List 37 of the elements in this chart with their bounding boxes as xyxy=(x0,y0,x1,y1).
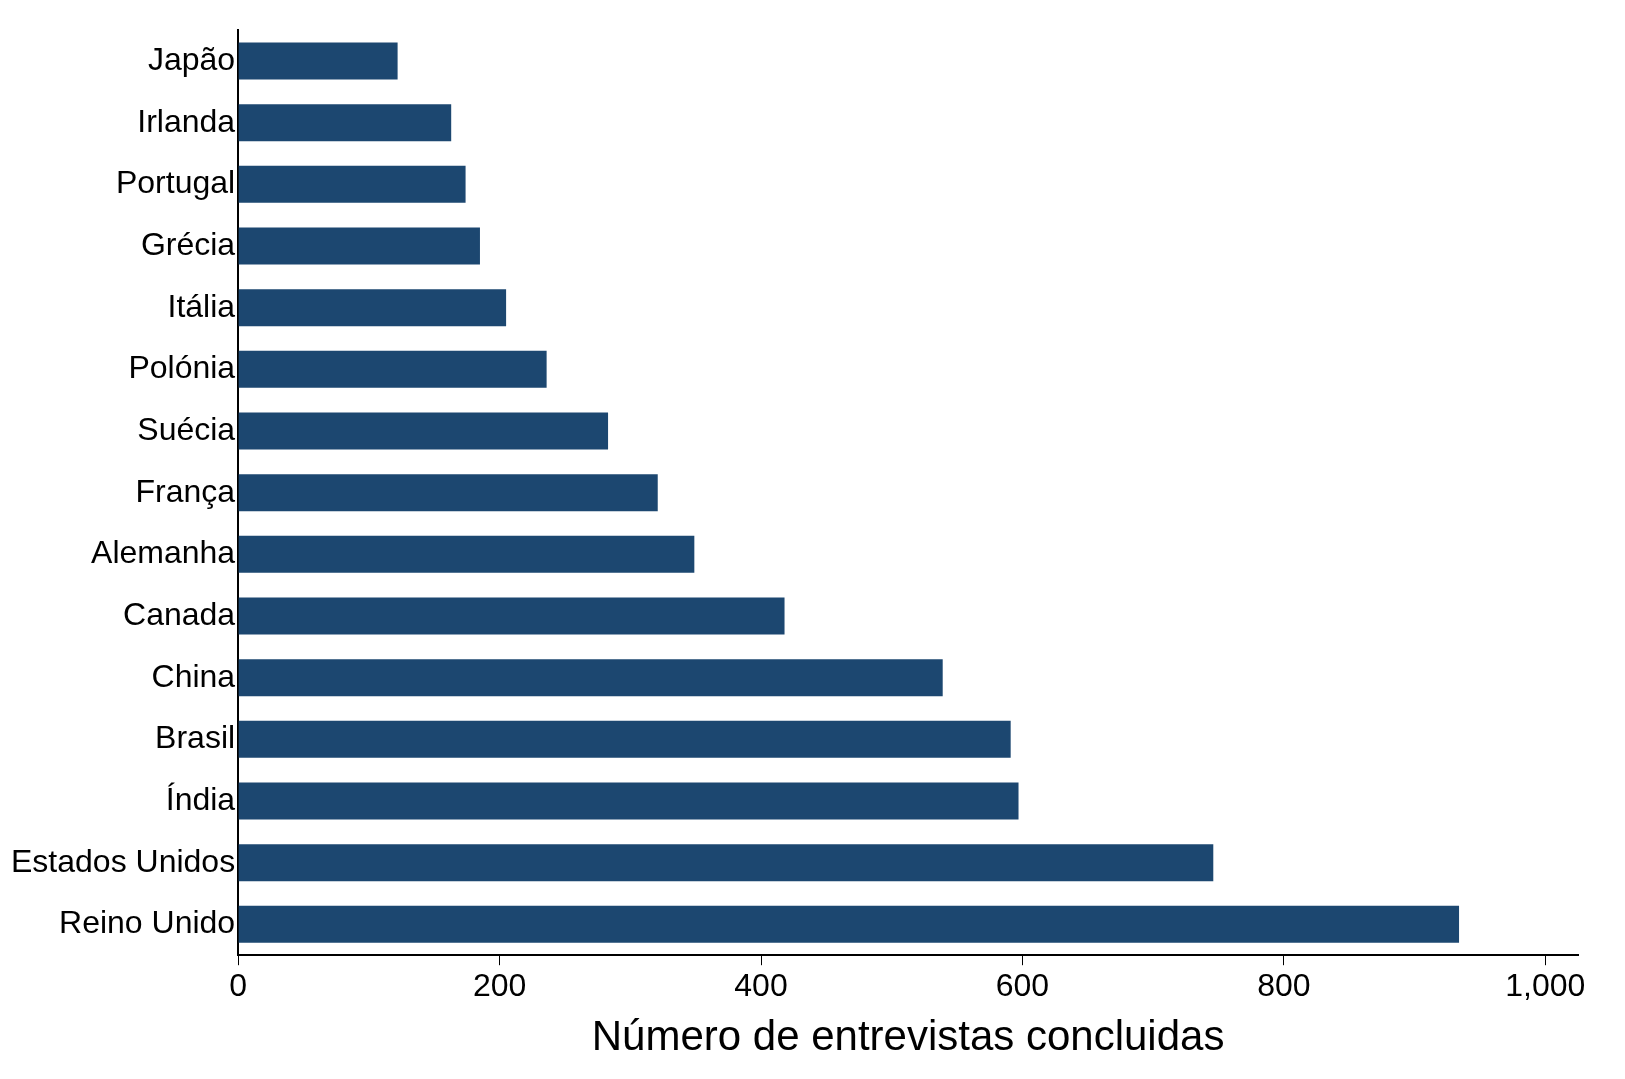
x-tick-label: 600 xyxy=(995,967,1050,1004)
x-axis-title: Número de entrevistas concluidas xyxy=(591,1012,1225,1060)
y-tick-label: França xyxy=(135,472,236,509)
x-tick-label: 0 xyxy=(229,967,248,1004)
bar xyxy=(238,659,943,697)
y-tick-label: Brasil xyxy=(155,719,236,756)
y-tick-label: Grécia xyxy=(140,225,236,262)
bar xyxy=(238,844,1214,882)
bar xyxy=(238,42,398,80)
x-tick-label: 1,000 xyxy=(1505,967,1586,1004)
y-tick-label: China xyxy=(151,657,236,694)
bar xyxy=(238,474,658,512)
bar xyxy=(238,782,1019,820)
x-tick-label: 200 xyxy=(472,967,527,1004)
bar xyxy=(238,227,480,265)
bar xyxy=(238,720,1011,758)
y-tick-label: Portugal xyxy=(115,164,236,201)
y-tick-label: Estados Unidos xyxy=(11,842,236,879)
y-tick-label: Itália xyxy=(167,287,236,324)
y-tick-label: Suécia xyxy=(137,410,236,447)
bar xyxy=(238,905,1460,943)
y-tick-label: Japão xyxy=(147,40,236,77)
y-tick-label: Reino Unido xyxy=(59,904,236,941)
y-tick-label: Alemanha xyxy=(91,534,236,571)
y-tick-label: Índia xyxy=(165,780,236,817)
y-tick-label: Canada xyxy=(123,595,236,632)
y-tick-label: Polónia xyxy=(128,349,236,386)
bar xyxy=(238,165,466,203)
bar xyxy=(238,350,547,388)
bar xyxy=(238,412,609,450)
bar xyxy=(238,535,695,573)
bar xyxy=(238,104,452,142)
x-tick-label: 800 xyxy=(1257,967,1311,1004)
bar xyxy=(238,289,507,327)
y-tick-label: Irlanda xyxy=(137,102,236,139)
bar xyxy=(238,597,785,635)
x-tick-label: 400 xyxy=(734,967,788,1004)
